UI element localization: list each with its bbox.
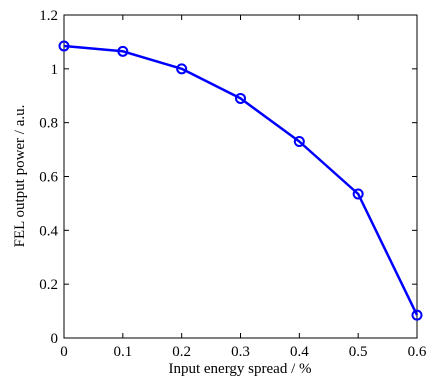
y-tick-label: 0.2 [39,277,58,293]
data-point [235,92,246,104]
x-tick-label: 0.3 [231,344,250,360]
series-line [63,44,419,316]
y-axis-ticks: 0 0.2 0.4 0.6 0.8 1 1.2 [39,8,417,347]
x-tick-label: 0.5 [349,344,368,360]
data-point [293,136,305,148]
y-tick-label: 0.8 [39,116,58,132]
data-point [117,45,129,57]
y-tick-label: 1 [51,62,59,78]
y-tick-label: 0 [51,331,59,347]
x-axis-ticks: 0 0.1 0.2 0.3 0.4 0.5 0.6 [60,15,427,360]
x-tick-label: 0 [60,344,68,360]
data-point [411,309,423,321]
y-tick-label: 1.2 [39,8,58,24]
y-tick-label: 0.4 [39,223,58,239]
y-axis-title: FEL output power / a.u. [12,105,28,248]
series-layer [58,40,423,321]
x-tick-label: 0.6 [408,344,427,360]
y-tick-label: 0.6 [39,170,58,186]
data-point [176,63,188,75]
x-tick-label: 0.1 [113,344,132,360]
plot-area [63,14,418,339]
x-axis-title: Input energy spread / % [168,361,311,377]
data-point [58,40,70,52]
x-tick-label: 0.4 [290,344,309,360]
x-tick-label: 0.2 [172,344,191,360]
data-point [352,188,364,200]
